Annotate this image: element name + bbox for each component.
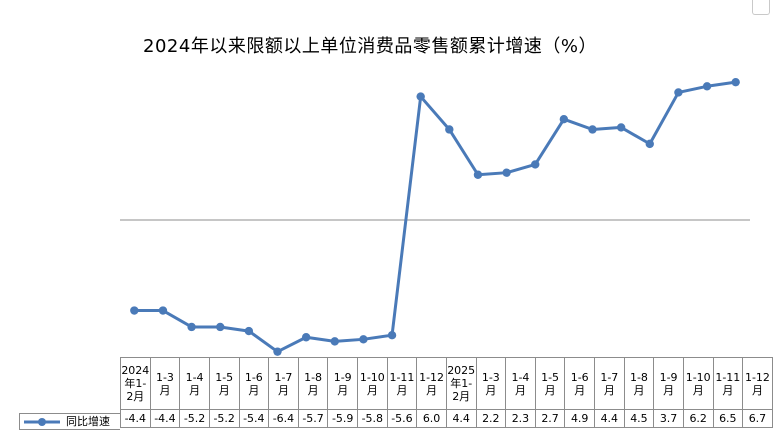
category-label: 1-10月 [682, 357, 714, 410]
data-point [301, 333, 311, 342]
data-value-label: 6.7 [742, 409, 773, 428]
data-point [674, 88, 683, 97]
category-label: 1-5月 [208, 357, 240, 410]
category-label: 2025年1-2月 [445, 357, 477, 410]
category-label: 1-12月 [742, 357, 773, 410]
data-point [416, 92, 425, 101]
data-point [445, 125, 454, 134]
category-label: 1-3月 [475, 357, 507, 410]
category-label: 1-9月 [653, 357, 684, 410]
data-table: 2024年1-2月 1-3月 1-4月 1-5月 1-6月 1-7月 1-8月 1-9月 1-1… [120, 357, 773, 428]
data-value-label: -4.4 [120, 409, 151, 428]
data-point [359, 335, 368, 344]
category-label: 1-6月 [238, 357, 270, 410]
data-value-label: -4.4 [149, 409, 181, 428]
legend-marker-icon [24, 418, 60, 426]
data-value-label: 2.2 [475, 409, 507, 428]
category-label: 2024年1-2月 [120, 357, 151, 410]
data-value-label: -6.4 [268, 409, 299, 428]
category-label: 1-8月 [297, 357, 329, 410]
category-header-row: 2024年1-2月 1-3月 1-4月 1-5月 1-6月 1-7月 1-8月 1-9月 1-1… [120, 357, 773, 410]
category-label: 1-9月 [327, 357, 358, 410]
resize-handle[interactable] [752, 0, 770, 15]
data-point [531, 160, 540, 169]
data-value-label: -5.2 [179, 409, 210, 428]
data-point [616, 123, 626, 132]
data-point [702, 82, 712, 91]
category-label: 1-4月 [505, 357, 536, 410]
data-point [216, 322, 225, 332]
data-value-label: -5.9 [327, 409, 358, 428]
data-point [158, 306, 168, 315]
data-value-label: 6.5 [712, 409, 744, 428]
chart-title: 2024年以来限额以上单位消费品零售额累计增速（%） [143, 36, 597, 57]
category-label: 1-3月 [149, 357, 181, 410]
data-point [244, 326, 254, 336]
data-value-label: 2.7 [534, 409, 566, 428]
category-label: 1-6月 [564, 357, 595, 410]
category-label: 1-7月 [268, 357, 299, 410]
data-value-label: -5.8 [357, 409, 388, 428]
data-value-label: 4.9 [564, 409, 595, 428]
category-label: 1-10月 [357, 357, 388, 410]
category-label: 1-4月 [179, 357, 210, 410]
legend: 同比增速 [19, 413, 120, 430]
category-label: 1-8月 [623, 357, 655, 410]
category-label: 1-12月 [416, 357, 447, 410]
data-point [588, 125, 597, 134]
legend-label: 同比增速 [66, 415, 110, 428]
data-point [273, 347, 282, 356]
data-point [559, 115, 569, 124]
category-label: 1-7月 [594, 357, 625, 410]
data-value-label: 3.7 [653, 409, 684, 428]
data-point [473, 170, 483, 179]
data-point [645, 139, 654, 149]
category-label: 1-11月 [386, 357, 418, 410]
data-value-label: 2.3 [505, 409, 536, 428]
data-point [130, 306, 139, 315]
data-point [731, 77, 740, 87]
data-value-label: -5.4 [238, 409, 270, 428]
data-value-label: -5.6 [386, 409, 418, 428]
category-label: 1-11月 [712, 357, 744, 410]
series-line [134, 80, 736, 354]
data-point [187, 322, 196, 332]
data-value-label: 6.2 [682, 409, 714, 428]
data-value-label: -5.2 [208, 409, 240, 428]
data-value-label: 6.0 [416, 409, 447, 428]
value-row: -4.4 -4.4 -5.2 -5.2 -5.4 -6.4 -5.7 -5.9 -5.8 -5.6… [120, 409, 773, 428]
data-value-label: 4.4 [445, 409, 477, 428]
data-value-label: -5.7 [297, 409, 329, 428]
data-point [387, 331, 397, 340]
data-point [330, 337, 339, 346]
data-value-label: 4.4 [594, 409, 625, 428]
data-value-label: 4.5 [623, 409, 655, 428]
category-label: 1-5月 [534, 357, 566, 410]
data-point [502, 168, 511, 177]
